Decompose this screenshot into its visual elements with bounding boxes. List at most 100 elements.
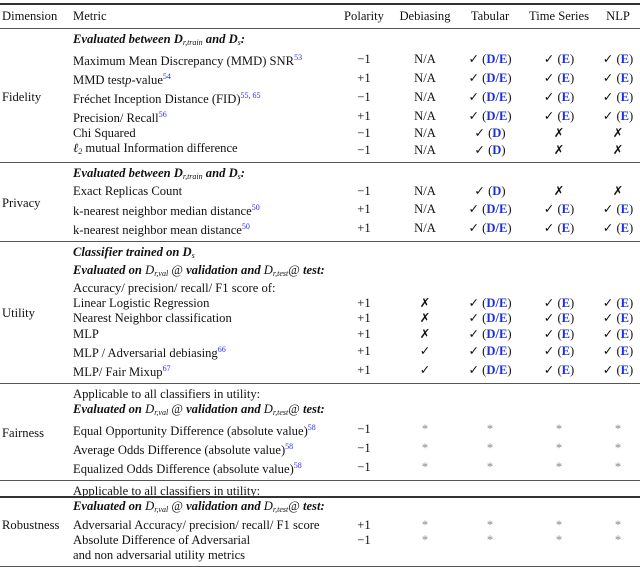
support-tag: D bbox=[492, 142, 502, 157]
nlp-cell: * bbox=[596, 533, 640, 548]
check-icon: ✓ bbox=[543, 52, 555, 66]
check-icon: ✓ bbox=[543, 326, 555, 341]
nlp-cell bbox=[596, 547, 640, 567]
time-series-cell bbox=[522, 163, 596, 185]
metric-text: and bbox=[202, 166, 229, 181]
check-icon: ✓ bbox=[602, 90, 614, 104]
header-row: Dimension Metric Polarity Debiasing Tabu… bbox=[0, 4, 640, 29]
subscript: r,val bbox=[154, 505, 169, 515]
metric-text: : bbox=[320, 499, 325, 514]
polarity-cell: +1 bbox=[336, 360, 392, 384]
metric-text: test bbox=[302, 499, 321, 514]
table-row: Nearest Neighbor classification +1 ✗ ✓ (D/E… bbox=[0, 311, 640, 326]
tabular-cell: * bbox=[458, 458, 522, 482]
metric-text: Applicable to all classifiers in utility… bbox=[73, 386, 261, 401]
metric-text: Evaluated on bbox=[73, 402, 146, 417]
polarity-cell: −1 bbox=[336, 458, 392, 482]
polarity-cell: +1 bbox=[357, 311, 371, 326]
table-row: Equalized Odds Difference (absolute valu… bbox=[0, 458, 640, 482]
time-series-cell: * bbox=[522, 420, 596, 439]
citation-ref: 50 bbox=[251, 202, 260, 212]
citation-ref: 53 bbox=[294, 53, 303, 62]
metric-text: and bbox=[202, 32, 229, 46]
support-tag: E bbox=[561, 109, 571, 123]
metric-text: MLP / Adversarial debiasing bbox=[73, 345, 218, 360]
nlp-cell: ✓ (E) bbox=[596, 360, 640, 384]
polarity-cell: +1 bbox=[357, 201, 371, 216]
debiasing-cell: N/A bbox=[414, 109, 436, 123]
metric-cell: Maximum Mean Discrepancy (MMD) SNR53 bbox=[72, 50, 336, 69]
time-series-cell: ✓ (E) bbox=[543, 296, 575, 311]
check-icon: ✓ bbox=[602, 109, 614, 123]
check-icon: ✓ bbox=[602, 201, 614, 216]
support-tag: D/E bbox=[486, 326, 508, 341]
header-metric: Metric bbox=[72, 4, 336, 29]
polarity-cell: +1 bbox=[357, 517, 371, 532]
support-tag: E bbox=[620, 362, 630, 377]
nlp-cell bbox=[596, 383, 640, 402]
support-tag: D/E bbox=[486, 362, 508, 377]
polarity-cell: +1 bbox=[357, 326, 371, 341]
debiasing-cell: * bbox=[421, 422, 429, 437]
nlp-cell: ✗ bbox=[596, 141, 640, 164]
metric-text: Maximum Mean Discrepancy (MMD) SNR bbox=[73, 54, 295, 68]
header-time-series: Time Series bbox=[522, 4, 596, 29]
metric-text: p bbox=[125, 73, 132, 87]
metric-text: D bbox=[173, 166, 183, 181]
debiasing-cell bbox=[392, 383, 458, 402]
nlp-cell bbox=[596, 263, 640, 281]
nlp-cell: ✗ bbox=[596, 184, 640, 199]
debiasing-cell bbox=[392, 263, 458, 281]
header-debiasing: Debiasing bbox=[392, 4, 458, 29]
tabular-cell: ✓ (D/E) bbox=[468, 343, 512, 358]
table-row: MLP/ Fair Mixup67 +1 ✓ ✓ (D/E) ✓ (E) ✓ (E) bbox=[0, 360, 640, 384]
tabular-cell: ✓ (D/E) bbox=[468, 90, 512, 104]
debiasing-cell: N/A bbox=[414, 52, 436, 66]
metric-cell: Evaluated on Dr,val @ validation and Dr,… bbox=[72, 402, 336, 420]
tabular-cell: ✓ (D/E) bbox=[468, 109, 512, 123]
polarity-cell: −1 bbox=[357, 441, 371, 456]
check-icon: ✓ bbox=[543, 362, 555, 377]
debiasing-cell: N/A bbox=[414, 201, 436, 216]
support-tag: E bbox=[620, 109, 630, 123]
time-series-cell bbox=[522, 29, 596, 51]
asterisk-mark: * bbox=[486, 532, 494, 547]
check-icon: ✓ bbox=[602, 296, 614, 311]
asterisk-mark: * bbox=[486, 441, 494, 456]
support-tag: E bbox=[620, 71, 630, 85]
check-icon: ✓ bbox=[543, 109, 555, 123]
subscript: s bbox=[191, 250, 195, 260]
metric-text: Equalized Odds Difference (absolute valu… bbox=[73, 462, 294, 477]
metrics-table: Dimension Metric Polarity Debiasing Tabu… bbox=[0, 3, 640, 567]
subscript: r,test bbox=[272, 408, 289, 418]
asterisk-mark: * bbox=[486, 517, 494, 532]
table-row: MLP +1 ✗ ✓ (D/E) ✓ (E) ✓ (E) bbox=[0, 326, 640, 341]
check-icon: ✓ bbox=[468, 326, 479, 341]
citation-ref: 66 bbox=[217, 344, 226, 354]
metric-text: Evaluated on bbox=[73, 262, 146, 277]
nlp-cell: ✓ (E) bbox=[602, 71, 634, 85]
tabular-cell: * bbox=[458, 533, 522, 548]
check-icon: ✓ bbox=[468, 109, 479, 123]
metric-text: D bbox=[228, 32, 238, 46]
metric-text: validation and bbox=[186, 402, 264, 417]
support-tag: D/E bbox=[486, 90, 508, 104]
time-series-cell: * bbox=[522, 517, 596, 532]
support-tag: D/E bbox=[486, 201, 508, 216]
metric-text: Linear Logistic Regression bbox=[73, 296, 210, 311]
polarity-cell: −1 bbox=[357, 422, 371, 437]
check-icon: ✓ bbox=[543, 220, 555, 235]
support-tag: E bbox=[620, 220, 630, 235]
metric-text: : bbox=[320, 262, 325, 277]
citation-ref: 58 bbox=[285, 442, 294, 452]
metric-cell: Average Odds Difference (absolute value)… bbox=[72, 439, 336, 458]
metric-text: D bbox=[263, 262, 273, 277]
time-series-cell: ✓ (E) bbox=[543, 326, 575, 341]
tabular-cell bbox=[458, 402, 522, 420]
header-dimension: Dimension bbox=[0, 4, 72, 29]
polarity-cell: −1 bbox=[357, 184, 371, 199]
metric-text: Chi Squared bbox=[73, 126, 136, 141]
nlp-cell bbox=[596, 29, 640, 51]
support-tag: E bbox=[561, 326, 571, 341]
metric-text: test bbox=[302, 402, 321, 417]
